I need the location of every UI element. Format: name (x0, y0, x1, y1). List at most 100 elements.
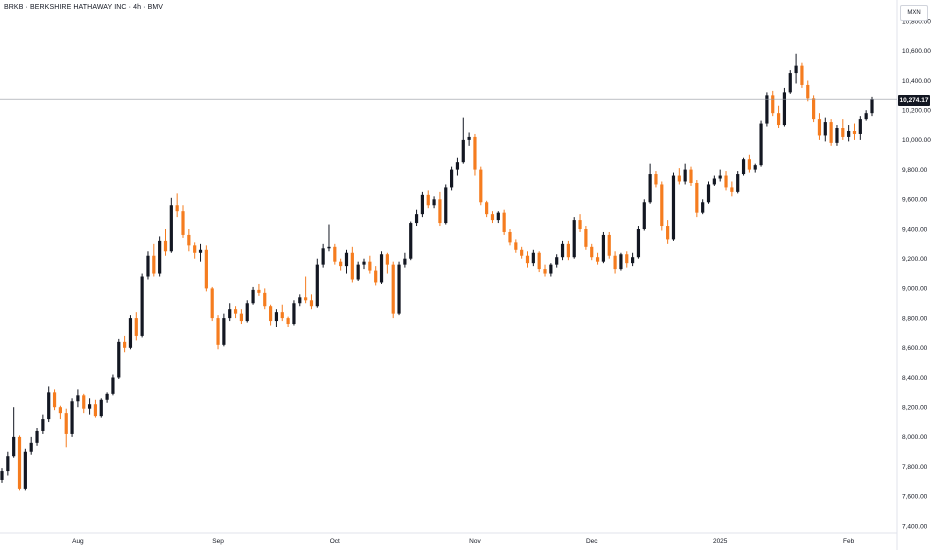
candle-body (245, 303, 249, 322)
candle-body (228, 309, 232, 319)
candle-body (426, 194, 430, 206)
candle-body (47, 392, 51, 420)
candles-layer (0, 53, 874, 491)
candle-body (175, 205, 179, 212)
candle-body (806, 84, 810, 99)
candle-body (841, 128, 845, 137)
candle-body (397, 264, 401, 314)
candle-body (339, 261, 343, 267)
candle-body (52, 392, 57, 408)
candle-body (812, 98, 816, 120)
candle-body (619, 254, 623, 270)
price-tick-label: 10,600.00 (902, 48, 931, 55)
candle-body (239, 313, 243, 322)
candle-body (479, 169, 483, 203)
time-axis[interactable]: AugSepOctNovDec2025FebMar (72, 538, 932, 545)
candle-body (128, 318, 133, 348)
time-tick-label: Nov (469, 538, 481, 545)
candle-body (304, 297, 308, 301)
candle-body (23, 451, 27, 489)
candle-body (409, 223, 413, 259)
price-tick-label: 9,200.00 (902, 256, 928, 263)
candle-body (771, 95, 775, 114)
candle-body (566, 243, 570, 258)
candle-body (344, 252, 349, 267)
candle-body (82, 395, 86, 409)
candle-body (648, 174, 652, 203)
candle-body (193, 245, 197, 253)
candle-body (362, 261, 366, 265)
currency-badge[interactable]: MXN (900, 5, 928, 21)
candle-body (204, 249, 208, 289)
candle-body (636, 229, 641, 258)
candle-body (490, 214, 495, 221)
candle-body (543, 269, 547, 274)
candle-body (93, 404, 98, 417)
candle-body (105, 393, 109, 400)
candle-body (595, 257, 600, 262)
candle-body (800, 65, 804, 85)
candle-body (776, 113, 781, 126)
candle-body (29, 442, 33, 452)
price-tick-label: 9,400.00 (902, 226, 928, 233)
candle-body (461, 139, 465, 163)
candle-body (730, 187, 734, 192)
candle-body (590, 246, 594, 258)
candle-body (736, 174, 740, 192)
candle-body (12, 436, 16, 457)
candle-body (782, 92, 787, 126)
price-tick-label: 8,200.00 (902, 405, 928, 412)
candle-body (555, 257, 559, 265)
candle-body (671, 175, 676, 240)
candle-body (327, 246, 331, 249)
candle-body (420, 194, 425, 215)
price-tick-label: 10,400.00 (902, 78, 931, 85)
candle-body (6, 456, 10, 472)
candle-body (391, 264, 395, 314)
time-tick-label: Oct (330, 538, 340, 545)
candle-body (829, 122, 833, 143)
chart-title: BRKB · BERKSHIRE HATHAWAY INC · 4h · BMV (4, 4, 164, 11)
candle-body (374, 270, 378, 283)
candle-body (35, 430, 39, 443)
candle-body (531, 252, 535, 264)
candle-body (759, 123, 763, 166)
candle-body (625, 254, 629, 264)
candle-body (823, 122, 827, 136)
candle-body (414, 214, 419, 224)
candle-body (613, 255, 617, 270)
candle-body (152, 255, 156, 274)
candle-body (870, 99, 874, 114)
candle-body (858, 119, 862, 134)
candle-body (601, 234, 606, 262)
candle-body (280, 312, 284, 319)
candle-body (835, 128, 839, 143)
candle-body (134, 318, 138, 336)
candle-body (508, 231, 512, 243)
candle-body (146, 255, 150, 277)
candle-body (560, 243, 565, 258)
candle-body (263, 292, 267, 307)
price-tick-label: 9,000.00 (902, 286, 928, 293)
candle-body (123, 341, 127, 348)
candle-body (274, 312, 279, 322)
candle-body (473, 136, 477, 170)
candle-body (747, 159, 751, 170)
candle-body (572, 220, 576, 258)
candle-body (432, 199, 436, 206)
price-tick-label: 7,400.00 (902, 523, 928, 530)
candle-body (350, 252, 354, 280)
candle-body (257, 289, 261, 293)
candle-body (41, 419, 45, 431)
candle-body (333, 246, 337, 262)
candle-body (251, 289, 255, 304)
candle-body (187, 234, 191, 246)
price-tick-label: 9,800.00 (902, 167, 928, 174)
price-axis[interactable]: 7,400.00 7,600.00 7,800.00 8,000.00 8,200.00… (902, 18, 931, 530)
candle-body (0, 471, 4, 480)
time-tick-label: Feb (843, 538, 855, 545)
candle-body (163, 240, 168, 252)
candle-body (58, 407, 62, 414)
candle-body (852, 130, 857, 134)
